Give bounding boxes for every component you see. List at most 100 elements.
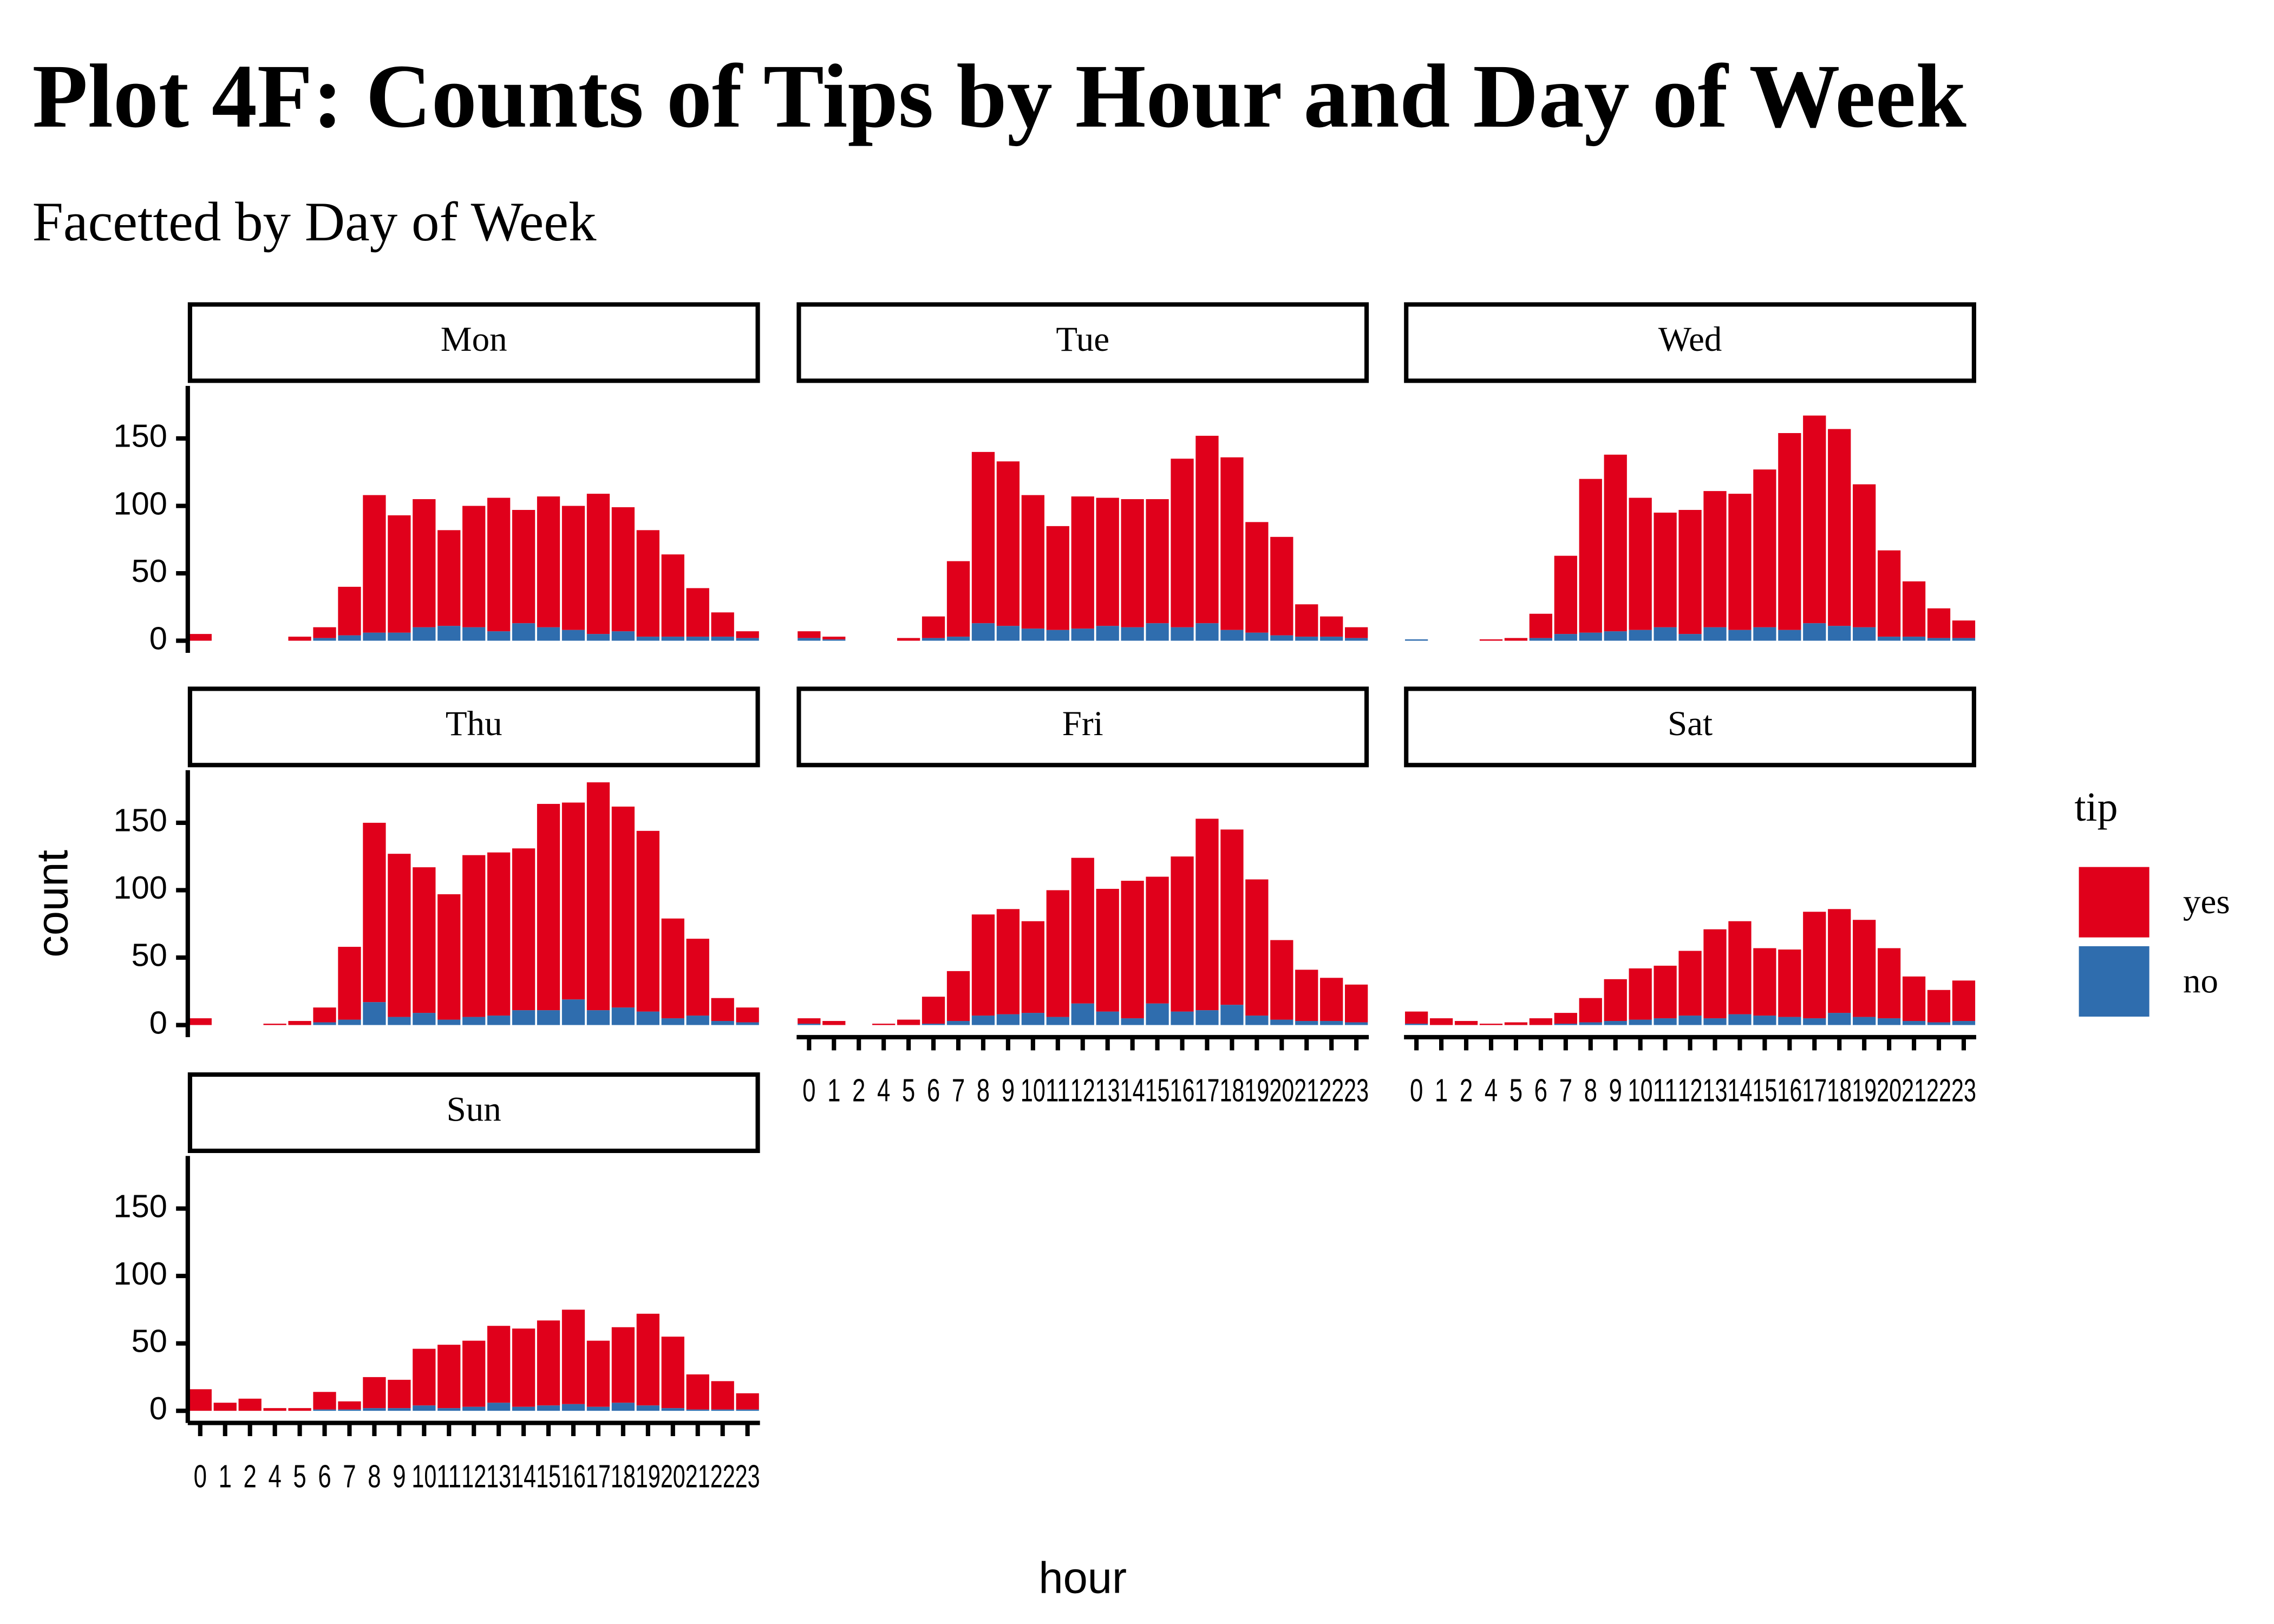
bar bbox=[1046, 526, 1069, 630]
bar bbox=[437, 1019, 461, 1025]
x-tick-label: 17 bbox=[1195, 1072, 1220, 1109]
facet-strip bbox=[796, 302, 1369, 383]
bar bbox=[996, 461, 1020, 626]
bar bbox=[313, 627, 336, 638]
bar bbox=[1096, 626, 1119, 641]
bar bbox=[1728, 494, 1752, 630]
bar bbox=[1021, 1013, 1044, 1025]
bar bbox=[1654, 1018, 1677, 1025]
bar bbox=[1678, 509, 1702, 634]
bar bbox=[1554, 555, 1577, 634]
bar bbox=[1579, 632, 1602, 641]
bar bbox=[996, 909, 1020, 1014]
bar bbox=[1529, 638, 1553, 641]
bar bbox=[1171, 856, 1194, 1012]
bar bbox=[338, 947, 361, 1020]
bar bbox=[1703, 627, 1727, 641]
bar bbox=[1703, 491, 1727, 627]
x-tick-label: 8 bbox=[1584, 1072, 1597, 1109]
x-tick-label: 23 bbox=[735, 1458, 760, 1494]
legend-key bbox=[2076, 943, 2153, 1020]
bar bbox=[1220, 1005, 1244, 1025]
x-tick-label: 9 bbox=[393, 1458, 406, 1494]
x-tick-label: 0 bbox=[802, 1072, 815, 1109]
y-tick-label: 100 bbox=[113, 1255, 167, 1292]
x-tick-label: 4 bbox=[1485, 1072, 1498, 1109]
x-tick-label: 17 bbox=[1802, 1072, 1827, 1109]
x-tick-label: 9 bbox=[1609, 1072, 1622, 1109]
x-tick-label: 5 bbox=[293, 1458, 306, 1494]
bar bbox=[736, 631, 759, 638]
bar bbox=[437, 626, 461, 641]
bar bbox=[1021, 921, 1044, 1013]
bar bbox=[1778, 630, 1801, 641]
bar bbox=[736, 638, 759, 641]
bar bbox=[1853, 627, 1876, 641]
bar bbox=[462, 1406, 486, 1411]
facet-label: Fri bbox=[1062, 704, 1103, 743]
bar bbox=[1927, 608, 1951, 638]
x-tick-label: 22 bbox=[1926, 1072, 1951, 1109]
bar bbox=[1604, 631, 1627, 641]
bar bbox=[363, 632, 386, 641]
x-tick-label: 23 bbox=[1344, 1072, 1369, 1109]
y-tick-label: 0 bbox=[149, 1390, 167, 1426]
bar bbox=[1828, 909, 1851, 1013]
bar bbox=[1728, 630, 1752, 641]
bar bbox=[636, 830, 659, 1012]
bar bbox=[1345, 638, 1368, 641]
x-tick-label: 10 bbox=[1628, 1072, 1653, 1109]
bar bbox=[512, 623, 535, 641]
bar bbox=[1654, 965, 1677, 1019]
bar bbox=[736, 1022, 759, 1025]
x-tick-label: 16 bbox=[1777, 1072, 1802, 1109]
y-tick-label: 0 bbox=[149, 620, 167, 656]
bar bbox=[1295, 970, 1318, 1021]
bar bbox=[1320, 978, 1343, 1021]
bar bbox=[736, 1007, 759, 1023]
bar bbox=[313, 1409, 336, 1411]
bar bbox=[462, 1340, 486, 1407]
bar bbox=[922, 616, 945, 638]
y-tick-label: 150 bbox=[113, 418, 167, 454]
bar bbox=[363, 495, 386, 633]
bar bbox=[1952, 620, 1976, 638]
bar bbox=[586, 1340, 610, 1407]
bar bbox=[1195, 435, 1219, 624]
x-tick-label: 18 bbox=[1827, 1072, 1852, 1109]
bar bbox=[1952, 638, 1976, 641]
bar bbox=[537, 1320, 560, 1406]
x-tick-label: 13 bbox=[1095, 1072, 1120, 1109]
x-tick-label: 16 bbox=[1170, 1072, 1195, 1109]
bar bbox=[1629, 968, 1652, 1020]
bar bbox=[922, 997, 945, 1024]
bar bbox=[561, 1309, 585, 1404]
x-tick-label: 13 bbox=[1703, 1072, 1728, 1109]
bar bbox=[1270, 536, 1293, 636]
bar bbox=[636, 1011, 659, 1025]
y-tick-label: 50 bbox=[132, 553, 167, 589]
x-tick-label: 8 bbox=[977, 1072, 990, 1109]
bar bbox=[686, 1374, 709, 1410]
bar bbox=[686, 637, 709, 641]
x-tick-label: 1 bbox=[219, 1458, 232, 1494]
bar bbox=[1220, 829, 1244, 1005]
bar bbox=[1927, 990, 1951, 1023]
bar bbox=[711, 1409, 734, 1411]
bar bbox=[413, 867, 436, 1013]
x-tick-label: 21 bbox=[1294, 1072, 1319, 1109]
x-tick-label: 20 bbox=[1269, 1072, 1294, 1109]
x-tick-label: 2 bbox=[1460, 1072, 1473, 1109]
x-tick-label: 4 bbox=[268, 1458, 281, 1494]
x-tick-label: 11 bbox=[436, 1458, 461, 1494]
bar bbox=[1629, 497, 1652, 630]
bar bbox=[188, 1389, 212, 1411]
x-tick-label: 6 bbox=[927, 1072, 940, 1109]
x-tick-label: 22 bbox=[710, 1458, 735, 1494]
bar bbox=[487, 1403, 511, 1411]
bar bbox=[1753, 948, 1776, 1016]
bar bbox=[487, 1326, 511, 1403]
bar bbox=[313, 1007, 336, 1023]
x-tick-label: 5 bbox=[902, 1072, 915, 1109]
bar bbox=[686, 1409, 709, 1411]
